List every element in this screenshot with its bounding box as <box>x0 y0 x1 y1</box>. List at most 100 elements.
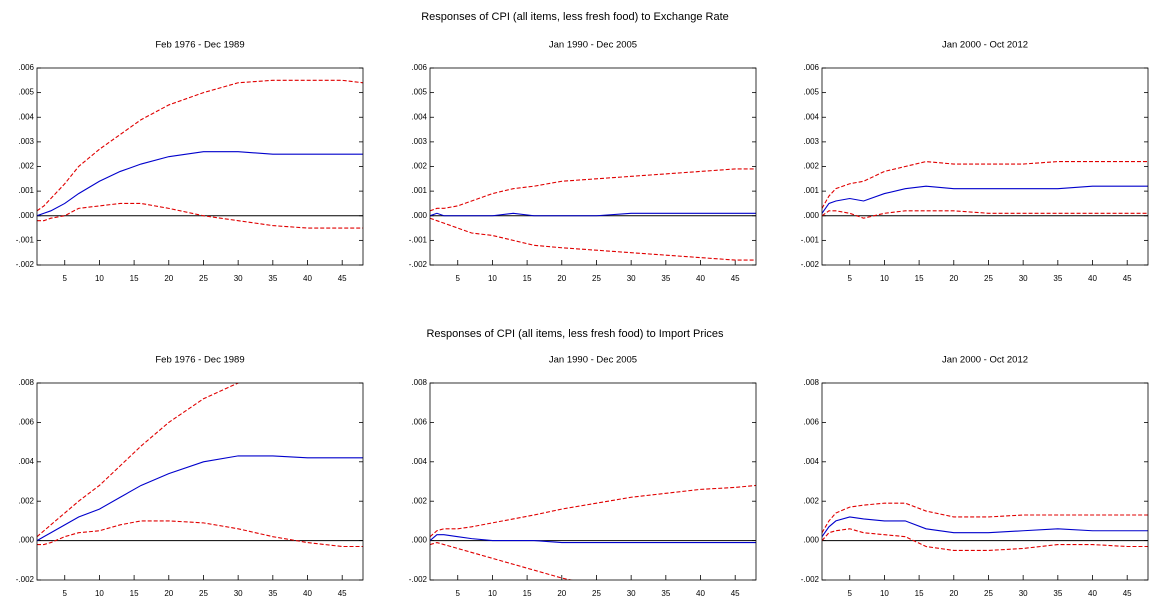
x-tick-label: 25 <box>199 274 208 283</box>
series-line <box>822 161 1148 209</box>
y-tick-label: -.001 <box>409 235 428 244</box>
y-tick-label: .006 <box>18 63 34 72</box>
x-tick-label: 40 <box>696 589 705 598</box>
y-tick-label: .006 <box>18 418 34 427</box>
y-tick-label: .002 <box>411 162 427 171</box>
plot-lines <box>822 502 1148 551</box>
x-tick-label: 35 <box>268 589 277 598</box>
plot-frame <box>36 67 364 266</box>
x-tick-label: 40 <box>696 274 705 283</box>
x-tick-label: 20 <box>164 274 173 283</box>
y-tick-label: .002 <box>18 496 34 505</box>
x-tick-label: 15 <box>130 589 139 598</box>
plot-lines <box>37 383 363 548</box>
series-line <box>37 202 363 229</box>
y-tick-label: -.002 <box>801 575 820 584</box>
y-tick-label: .006 <box>803 418 819 427</box>
panel-title: Feb 1976 - Dec 1989 <box>155 355 244 366</box>
panel-title: Jan 2000 - Oct 2012 <box>942 355 1028 366</box>
series-line <box>430 541 573 580</box>
y-tick-label: .001 <box>411 186 427 195</box>
x-tick-label: 35 <box>268 274 277 283</box>
y-tick-label: .000 <box>803 211 819 220</box>
x-tick-label: 40 <box>303 589 312 598</box>
panel-title: Feb 1976 - Dec 1989 <box>155 40 244 51</box>
y-tick-label: .008 <box>803 378 819 387</box>
plot-frame <box>821 382 1149 581</box>
y-tick-label: .004 <box>803 112 819 121</box>
y-tick-label: .002 <box>411 496 427 505</box>
series-line <box>822 502 1148 533</box>
series-line <box>37 520 363 548</box>
y-tick-label: .003 <box>803 137 819 146</box>
x-tick-label: 10 <box>488 274 497 283</box>
plot-lines <box>822 161 1148 219</box>
x-tick-label: 20 <box>949 274 958 283</box>
y-tick-label: -.002 <box>16 260 35 269</box>
x-tick-label: 40 <box>1088 274 1097 283</box>
x-tick-label: 25 <box>199 589 208 598</box>
x-tick-label: 25 <box>984 589 993 598</box>
y-tick-label: .008 <box>18 378 34 387</box>
x-tick-label: 5 <box>848 274 853 283</box>
x-tick-label: 20 <box>949 589 958 598</box>
x-tick-label: 25 <box>592 274 601 283</box>
y-tick-label: .001 <box>803 186 819 195</box>
x-tick-label: 25 <box>592 589 601 598</box>
x-tick-label: 15 <box>523 589 532 598</box>
x-tick-label: 45 <box>1123 274 1132 283</box>
panel-title: Jan 2000 - Oct 2012 <box>942 40 1028 51</box>
x-tick-label: 15 <box>915 274 924 283</box>
x-tick-label: 30 <box>627 274 636 283</box>
x-tick-label: 10 <box>488 589 497 598</box>
x-tick-label: 15 <box>915 589 924 598</box>
x-tick-label: 25 <box>984 274 993 283</box>
series-line <box>430 484 756 538</box>
y-tick-label: .008 <box>411 378 427 387</box>
x-tick-label: 10 <box>880 274 889 283</box>
x-tick-label: 20 <box>164 589 173 598</box>
x-tick-label: 15 <box>130 274 139 283</box>
section-title: Responses of CPI (all items, less fresh … <box>421 11 729 23</box>
x-tick-label: 45 <box>1123 589 1132 598</box>
y-tick-label: .004 <box>18 457 34 466</box>
x-tick-label: 10 <box>95 274 104 283</box>
x-tick-label: 45 <box>731 589 740 598</box>
series-line <box>37 383 240 538</box>
x-tick-label: 40 <box>1088 589 1097 598</box>
y-tick-label: .001 <box>18 186 34 195</box>
y-tick-label: .000 <box>18 211 34 220</box>
series-line <box>37 79 363 212</box>
y-tick-label: .005 <box>18 88 34 97</box>
series-line <box>822 185 1148 214</box>
y-tick-label: -.002 <box>409 260 428 269</box>
y-tick-label: .000 <box>803 536 819 545</box>
x-tick-label: 35 <box>1053 274 1062 283</box>
y-tick-label: .006 <box>411 418 427 427</box>
x-tick-label: 35 <box>1053 589 1062 598</box>
plot-frame <box>429 67 757 266</box>
plot-lines <box>37 79 363 229</box>
y-tick-label: -.001 <box>16 235 35 244</box>
y-tick-label: .005 <box>411 88 427 97</box>
x-tick-label: 30 <box>234 589 243 598</box>
y-tick-label: .003 <box>411 137 427 146</box>
x-tick-label: 40 <box>303 274 312 283</box>
y-tick-label: .002 <box>803 496 819 505</box>
y-tick-label: -.001 <box>801 235 820 244</box>
y-tick-label: .006 <box>803 63 819 72</box>
y-tick-label: -.002 <box>409 575 428 584</box>
y-tick-label: .002 <box>18 162 34 171</box>
x-tick-label: 5 <box>848 589 853 598</box>
panel-title: Jan 1990 - Dec 2005 <box>549 40 637 51</box>
y-tick-label: .004 <box>803 457 819 466</box>
x-tick-label: 30 <box>1019 274 1028 283</box>
x-tick-label: 30 <box>1019 589 1028 598</box>
plot-lines <box>430 484 756 580</box>
x-tick-label: 30 <box>627 589 636 598</box>
y-tick-label: .004 <box>411 457 427 466</box>
y-tick-label: .005 <box>803 88 819 97</box>
series-line <box>430 168 756 212</box>
x-tick-label: 35 <box>661 589 670 598</box>
